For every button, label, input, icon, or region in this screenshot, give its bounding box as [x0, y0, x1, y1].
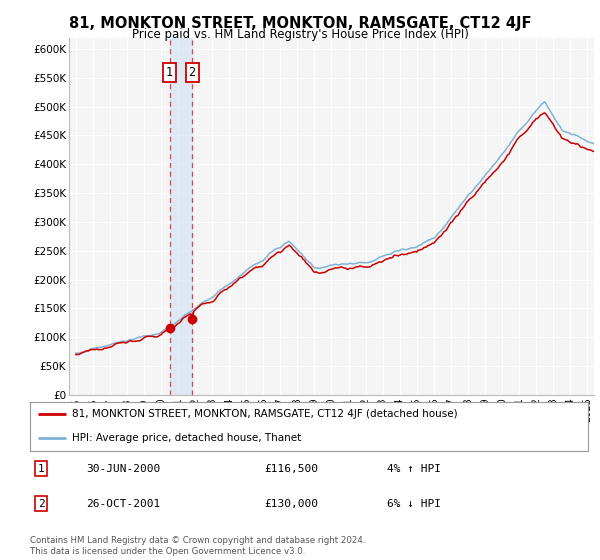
Text: 2: 2 — [38, 499, 44, 508]
Text: Price paid vs. HM Land Registry's House Price Index (HPI): Price paid vs. HM Land Registry's House … — [131, 28, 469, 41]
Text: 6% ↓ HPI: 6% ↓ HPI — [387, 499, 441, 508]
Text: Contains HM Land Registry data © Crown copyright and database right 2024.
This d: Contains HM Land Registry data © Crown c… — [30, 536, 365, 556]
Text: £116,500: £116,500 — [265, 464, 319, 474]
Text: 81, MONKTON STREET, MONKTON, RAMSGATE, CT12 4JF (detached house): 81, MONKTON STREET, MONKTON, RAMSGATE, C… — [72, 409, 457, 419]
Text: HPI: Average price, detached house, Thanet: HPI: Average price, detached house, Than… — [72, 433, 301, 444]
Text: 1: 1 — [166, 66, 173, 78]
Text: 30-JUN-2000: 30-JUN-2000 — [86, 464, 160, 474]
Text: 2: 2 — [188, 66, 196, 78]
Text: 81, MONKTON STREET, MONKTON, RAMSGATE, CT12 4JF: 81, MONKTON STREET, MONKTON, RAMSGATE, C… — [69, 16, 531, 31]
Text: 4% ↑ HPI: 4% ↑ HPI — [387, 464, 441, 474]
Text: £130,000: £130,000 — [265, 499, 319, 508]
Text: 1: 1 — [38, 464, 44, 474]
Bar — [170, 38, 192, 395]
Text: 26-OCT-2001: 26-OCT-2001 — [86, 499, 160, 508]
